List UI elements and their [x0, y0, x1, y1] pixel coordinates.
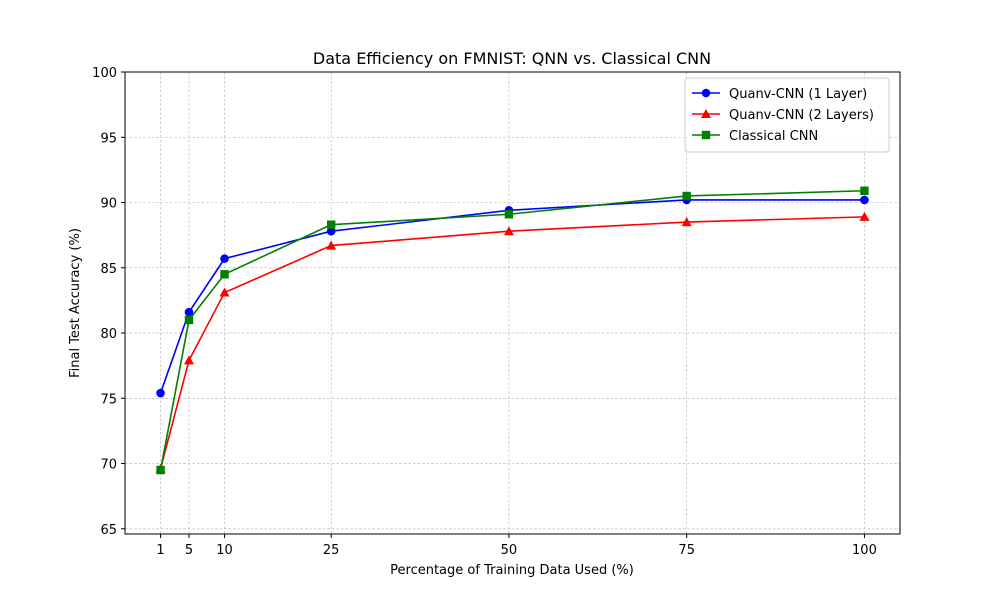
legend-item: Classical CNN	[692, 129, 818, 144]
legend-marker	[701, 88, 711, 98]
x-tick-label: 25	[323, 543, 340, 558]
x-axis-title: Percentage of Training Data Used (%)	[390, 563, 634, 578]
x-tick-label: 10	[216, 543, 233, 558]
y-tick-label: 70	[100, 458, 117, 473]
tick-layer: 1 5 10 25 50 75 100 65 70 75 80 85 90 95 100	[92, 66, 877, 558]
x-tick-label: 75	[678, 543, 695, 558]
data-point	[859, 211, 870, 221]
data-point	[860, 186, 869, 195]
data-point	[326, 226, 336, 236]
legend-label: Quanv-CNN (1 Layer)	[729, 87, 867, 102]
data-point	[156, 465, 165, 475]
data-point	[184, 307, 194, 317]
data-point	[681, 217, 692, 227]
data-point	[326, 220, 336, 229]
legend-label: Classical CNN	[729, 129, 818, 144]
series-2	[155, 211, 870, 473]
y-tick-label: 90	[100, 197, 117, 212]
x-tick-label: 100	[852, 543, 877, 558]
series-3	[156, 186, 869, 475]
legend-item: Quanv-CNN (1 Layer)	[692, 87, 867, 102]
y-tick-label: 65	[100, 523, 117, 538]
x-tick-label: 5	[185, 543, 193, 558]
data-point	[219, 287, 230, 297]
legend-item: Quanv-CNN (2 Layers)	[692, 108, 874, 123]
y-axis-title: Final Test Accuracy (%)	[68, 228, 83, 378]
y-tick-label: 85	[100, 262, 117, 277]
plot-frame	[124, 71, 901, 535]
data-point	[860, 195, 869, 205]
data-point	[220, 270, 229, 279]
data-point	[503, 226, 514, 236]
series-layer	[155, 186, 870, 475]
data-point	[156, 388, 165, 398]
data-point	[184, 315, 194, 325]
y-tick-label: 75	[100, 392, 117, 407]
series-line	[159, 199, 865, 394]
data-point	[504, 210, 514, 219]
x-tick-label: 50	[501, 543, 518, 558]
legend: Quanv-CNN (1 Layer) Quanv-CNN (2 Layers) C…	[684, 77, 890, 153]
legend-box	[684, 77, 890, 153]
data-point	[682, 191, 691, 201]
x-tick-label: 1	[156, 543, 164, 558]
y-tick-label: 100	[92, 66, 117, 81]
y-tick-label: 80	[100, 327, 117, 342]
data-point	[326, 240, 337, 250]
legend-marker	[701, 109, 711, 118]
legend-label: Quanv-CNN (2 Layers)	[729, 108, 874, 123]
legend-marker	[701, 130, 711, 140]
series-1	[156, 195, 869, 398]
data-point	[220, 254, 229, 263]
data-point	[183, 355, 194, 365]
y-tick-label: 95	[100, 131, 117, 146]
chart-title: Data Efficiency on FMNIST: QNN vs. Class…	[313, 49, 711, 68]
